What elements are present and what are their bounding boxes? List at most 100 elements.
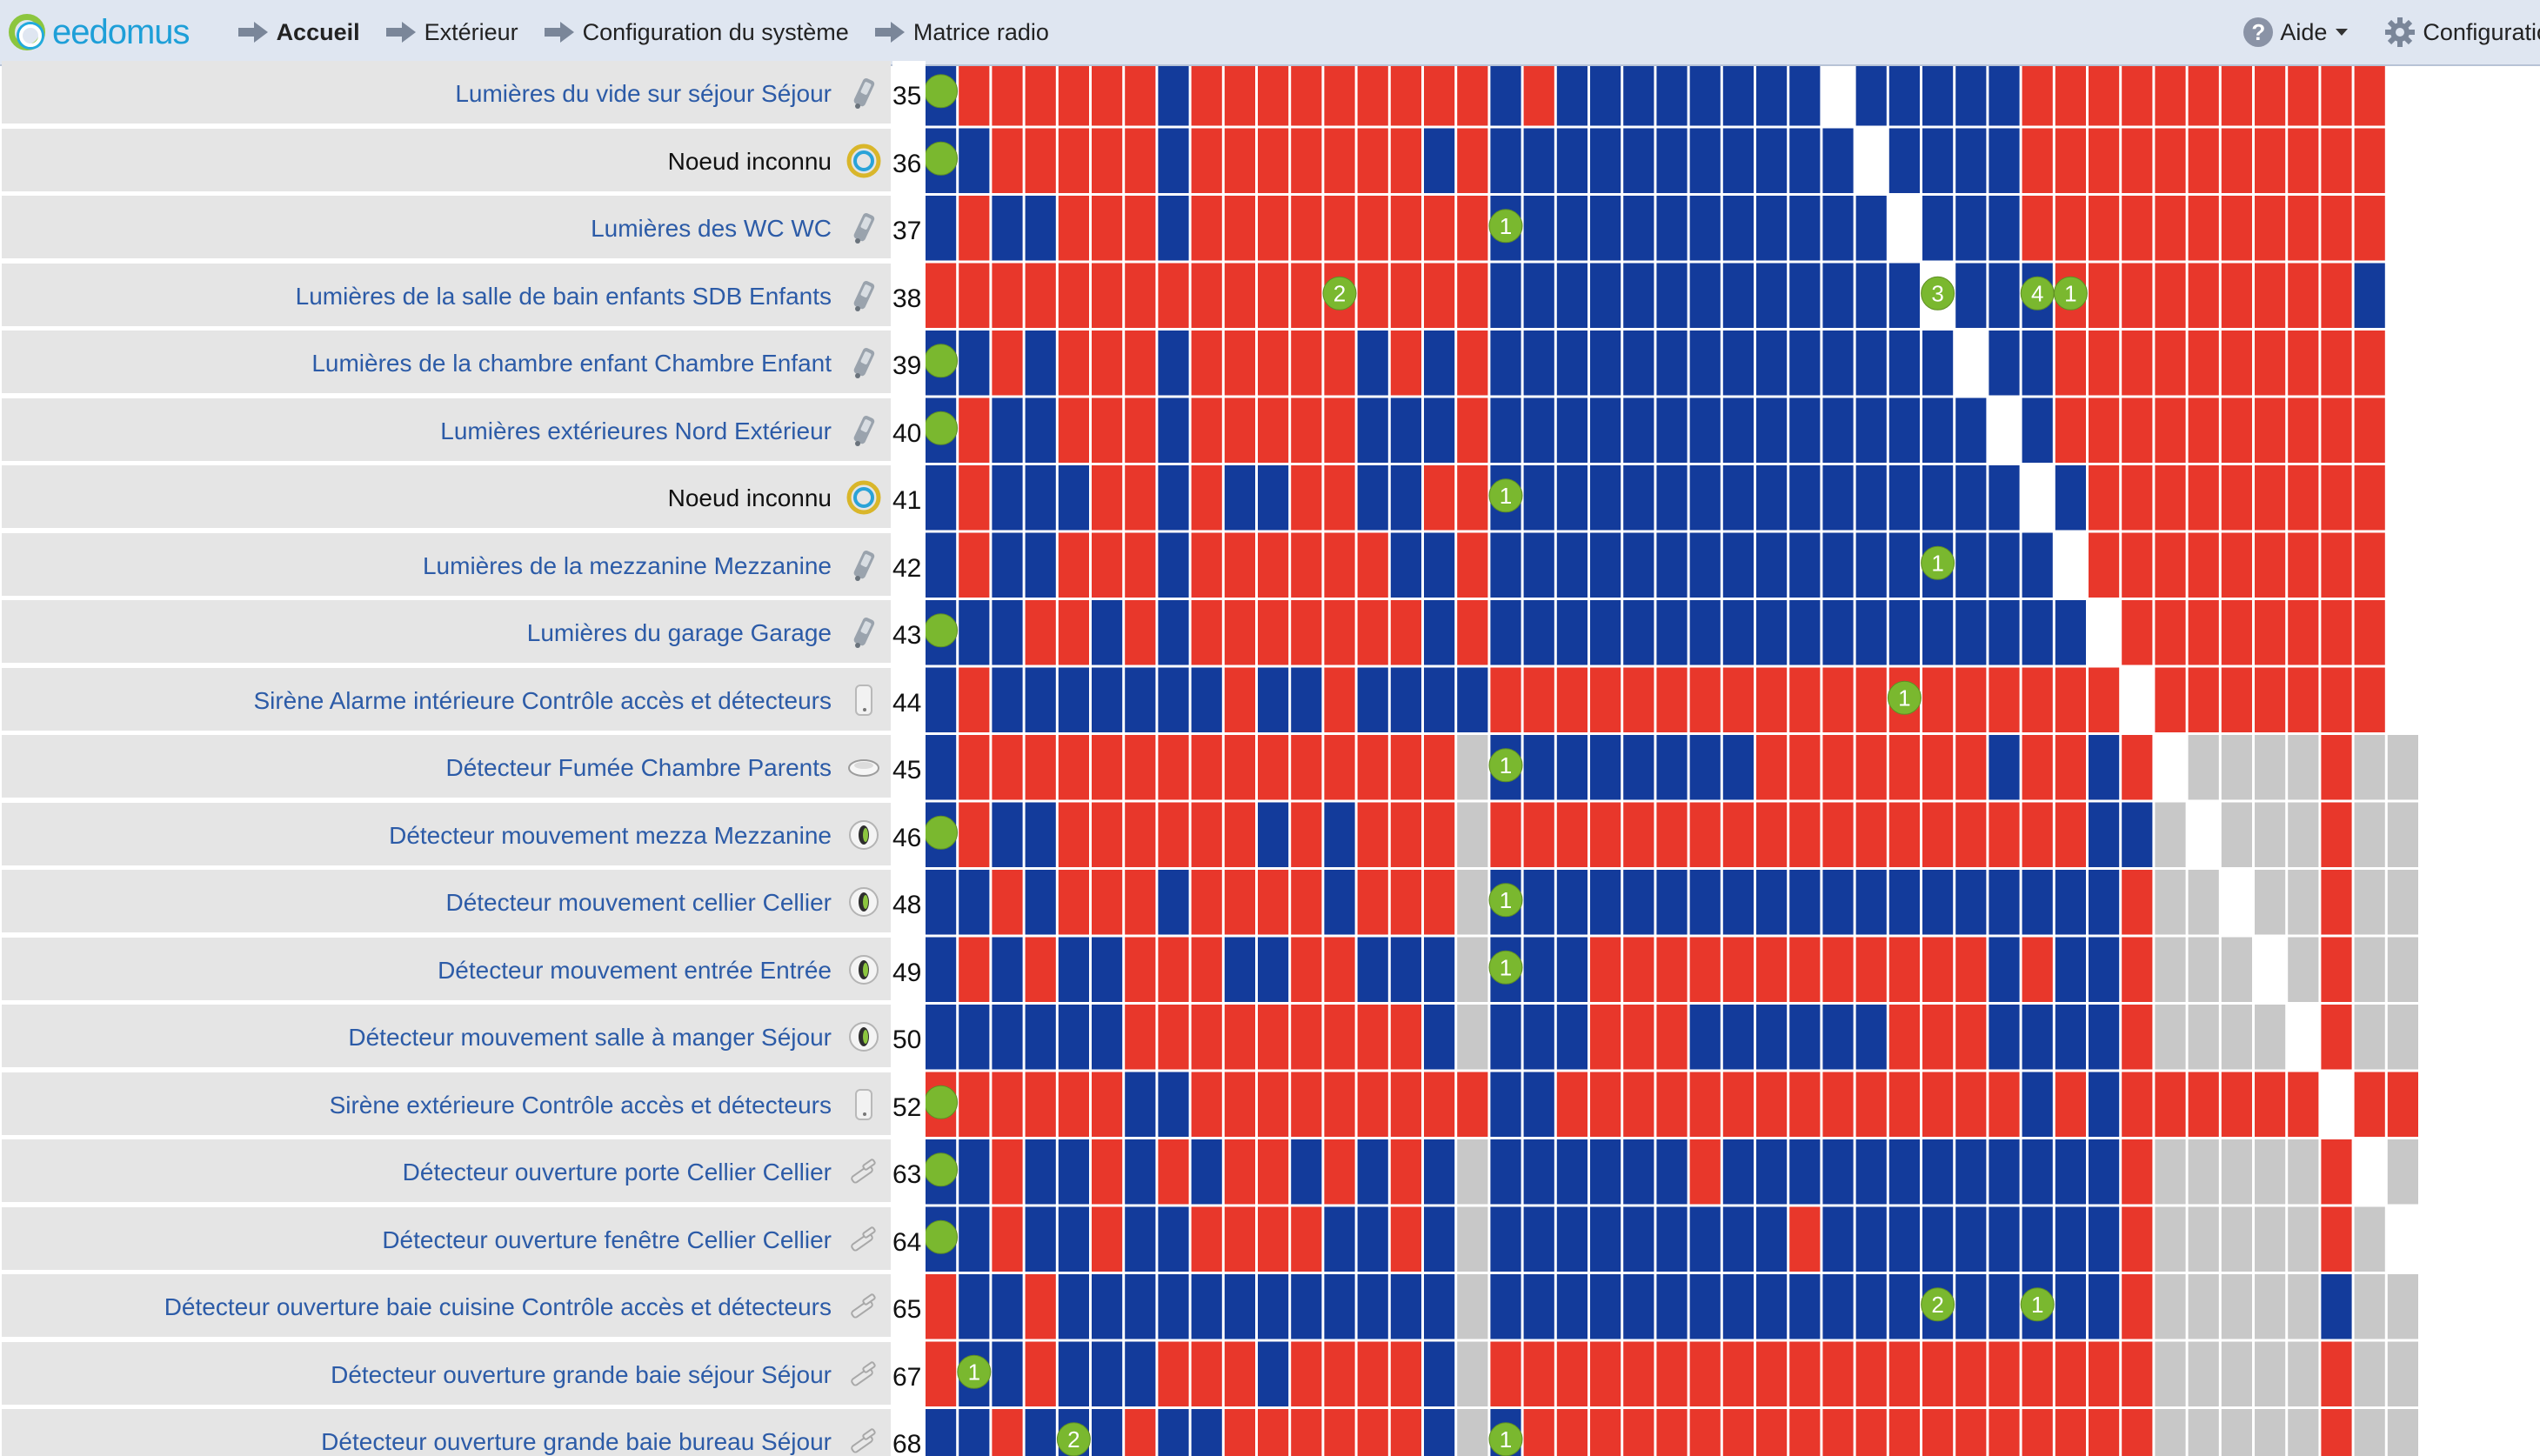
matrix-cell[interactable] — [1058, 600, 1089, 665]
matrix-cell[interactable] — [1025, 1206, 1056, 1272]
matrix-cell[interactable] — [1523, 1072, 1554, 1138]
matrix-cell[interactable] — [1457, 465, 1488, 531]
matrix-cell[interactable] — [2255, 735, 2286, 800]
matrix-cell[interactable] — [1689, 667, 1721, 733]
matrix-cell[interactable] — [1855, 735, 1887, 800]
matrix-cell[interactable] — [1390, 1206, 1421, 1272]
matrix-cell[interactable] — [1058, 1341, 1089, 1407]
matrix-cell[interactable] — [2354, 667, 2385, 733]
matrix-cell[interactable] — [1656, 1005, 1688, 1070]
matrix-cell[interactable] — [1490, 331, 1521, 396]
matrix-cell[interactable] — [1922, 600, 1954, 665]
matrix-cell[interactable] — [1092, 66, 1123, 126]
matrix-cell[interactable] — [2255, 331, 2286, 396]
matrix-cell[interactable] — [2089, 735, 2120, 800]
matrix-cell[interactable] — [2321, 1139, 2352, 1205]
matrix-cell[interactable] — [1058, 331, 1089, 396]
matrix-cell[interactable] — [1888, 1139, 1920, 1205]
matrix-cell[interactable] — [1390, 397, 1421, 464]
matrix-cell[interactable] — [2155, 263, 2186, 329]
matrix-cell[interactable] — [2122, 196, 2153, 261]
matrix-cell[interactable] — [1855, 465, 1887, 531]
matrix-cell[interactable] — [2155, 196, 2186, 261]
matrix-cell[interactable] — [1623, 465, 1654, 531]
matrix-cell[interactable] — [1324, 735, 1355, 800]
matrix-cell[interactable] — [1158, 66, 1189, 126]
matrix-cell[interactable] — [1191, 1005, 1222, 1070]
matrix-cell[interactable] — [1258, 66, 1289, 126]
matrix-cell[interactable] — [1523, 1139, 1554, 1205]
matrix-cell[interactable] — [1689, 1409, 1721, 1456]
matrix-cell[interactable] — [2155, 1409, 2186, 1456]
matrix-cell[interactable] — [992, 1005, 1023, 1070]
matrix-cell[interactable] — [1324, 1409, 1355, 1456]
matrix-cell[interactable] — [1722, 735, 1754, 800]
matrix-cell[interactable] — [1689, 66, 1721, 126]
matrix-cell[interactable] — [2354, 465, 2385, 531]
matrix-cell[interactable] — [2089, 1206, 2120, 1272]
matrix-cell[interactable] — [2022, 1005, 2053, 1070]
matrix-cell[interactable] — [1922, 1005, 1954, 1070]
matrix-cell[interactable] — [1125, 802, 1156, 868]
matrix-cell[interactable] — [1789, 263, 1821, 329]
matrix-cell[interactable] — [1789, 397, 1821, 464]
matrix-cell[interactable] — [1025, 263, 1056, 329]
matrix-cell[interactable] — [1092, 331, 1123, 396]
matrix-cell[interactable] — [992, 1206, 1023, 1272]
breadcrumb-item-exterieur[interactable]: Extérieur — [385, 19, 518, 46]
matrix-cell[interactable] — [2321, 196, 2352, 261]
matrix-cell[interactable] — [1025, 196, 1056, 261]
matrix-cell[interactable] — [2022, 1341, 2053, 1407]
matrix-cell[interactable] — [1191, 802, 1222, 868]
matrix-cell[interactable] — [1955, 1072, 1987, 1138]
matrix-cell[interactable] — [1822, 1072, 1854, 1138]
matrix-cell[interactable] — [1390, 532, 1421, 598]
matrix-cell[interactable] — [1623, 1274, 1654, 1339]
matrix-cell[interactable] — [1191, 196, 1222, 261]
matrix-cell[interactable] — [2055, 1206, 2086, 1272]
matrix-cell[interactable] — [1756, 735, 1788, 800]
matrix-cell[interactable] — [1722, 600, 1754, 665]
matrix-cell[interactable] — [1025, 937, 1056, 1003]
matrix-cell[interactable] — [2255, 263, 2286, 329]
matrix-cell[interactable] — [1025, 1341, 1056, 1407]
matrix-cell[interactable] — [1955, 331, 1987, 396]
matrix-cell[interactable] — [1855, 397, 1887, 464]
matrix-cell[interactable] — [1689, 532, 1721, 598]
device-name-link[interactable]: Détecteur ouverture fenêtre Cellier Cell… — [382, 1226, 832, 1253]
matrix-cell[interactable] — [1756, 802, 1788, 868]
matrix-cell[interactable] — [1722, 66, 1754, 126]
matrix-cell[interactable] — [2354, 1409, 2385, 1456]
matrix-cell[interactable] — [1722, 397, 1754, 464]
matrix-cell[interactable] — [2155, 802, 2186, 868]
matrix-cell[interactable] — [1158, 600, 1189, 665]
matrix-cell[interactable] — [1058, 196, 1089, 261]
matrix-cell[interactable] — [1722, 802, 1754, 868]
matrix-cell[interactable] — [1125, 1005, 1156, 1070]
matrix-cell[interactable] — [1789, 196, 1821, 261]
matrix-cell[interactable] — [1357, 465, 1388, 531]
matrix-cell[interactable] — [1789, 802, 1821, 868]
matrix-cell[interactable] — [1922, 937, 1954, 1003]
matrix-cell[interactable] — [1158, 937, 1189, 1003]
matrix-cell[interactable] — [1623, 600, 1654, 665]
matrix-cell[interactable] — [2155, 465, 2186, 531]
matrix-cell[interactable] — [1457, 1005, 1488, 1070]
matrix-cell[interactable] — [1424, 802, 1455, 868]
matrix-cell[interactable] — [2387, 937, 2418, 1003]
device-name-link[interactable]: Lumières de la mezzanine Mezzanine — [422, 551, 832, 579]
matrix-cell[interactable] — [1025, 532, 1056, 598]
matrix-cell[interactable] — [1756, 263, 1788, 329]
matrix-cell[interactable] — [2354, 1139, 2385, 1205]
matrix-cell[interactable] — [2321, 66, 2352, 126]
matrix-cell[interactable] — [1291, 735, 1322, 800]
matrix-cell[interactable] — [1822, 66, 1854, 126]
matrix-cell[interactable] — [1756, 870, 1788, 935]
matrix-cell[interactable] — [1955, 465, 1987, 531]
matrix-cell[interactable] — [1623, 802, 1654, 868]
matrix-cell[interactable] — [2321, 331, 2352, 396]
matrix-cell[interactable] — [2221, 532, 2252, 598]
matrix-cell[interactable] — [2055, 1274, 2086, 1339]
matrix-cell[interactable] — [2288, 600, 2319, 665]
matrix-cell[interactable] — [1224, 66, 1255, 126]
